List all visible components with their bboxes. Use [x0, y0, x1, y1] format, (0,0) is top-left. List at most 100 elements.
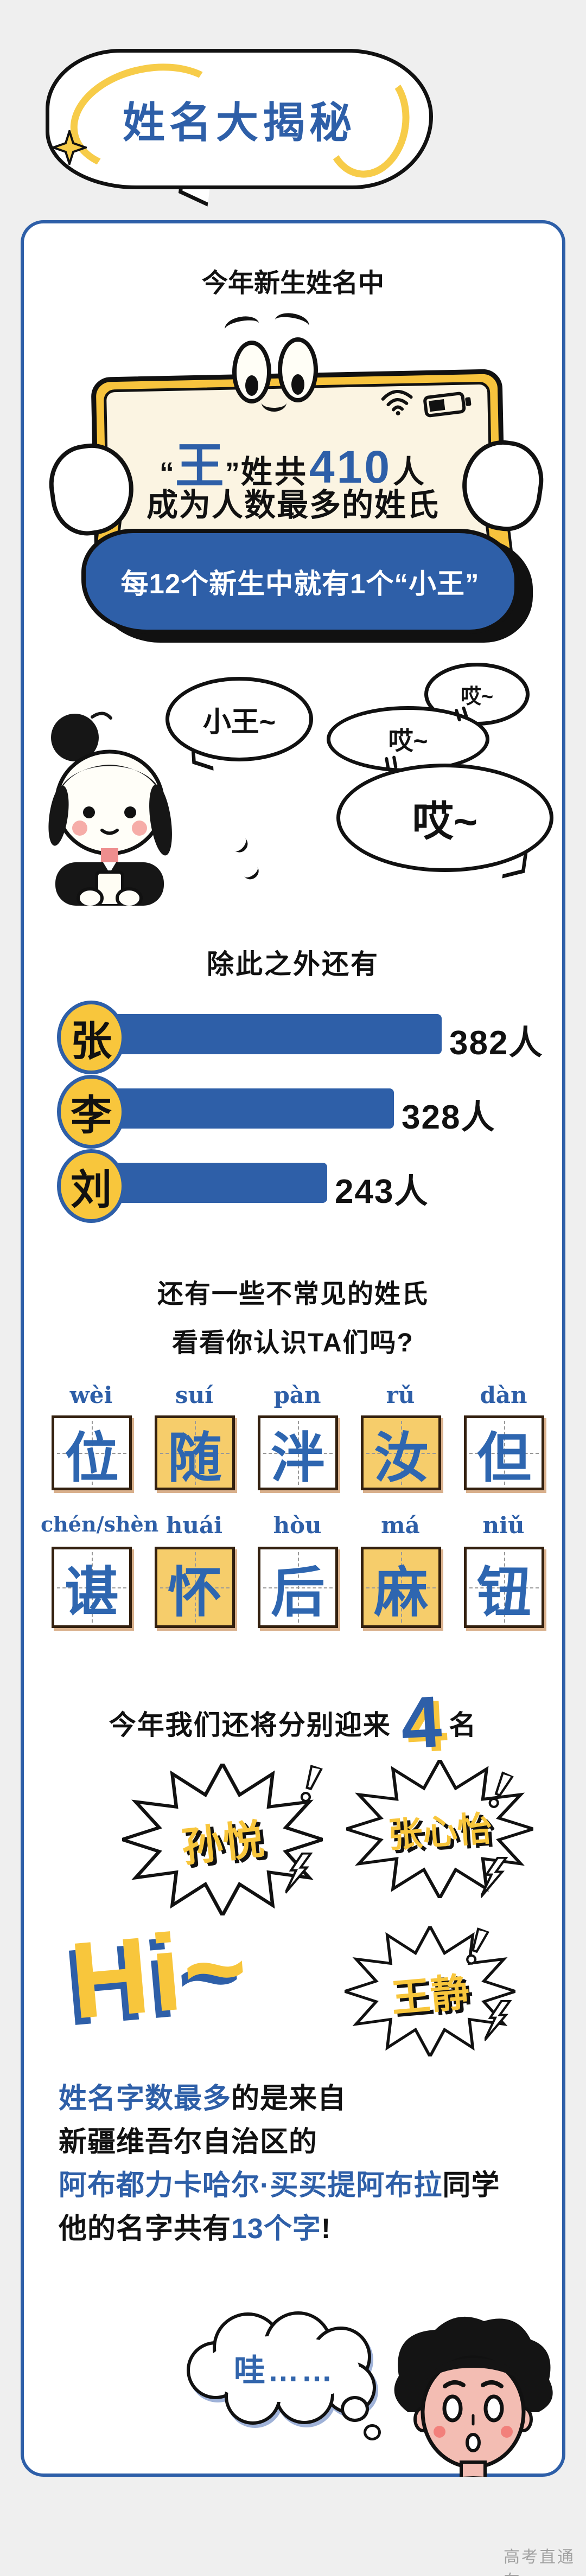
speech-text: 哎~: [388, 727, 428, 755]
top-surname: 王: [175, 439, 224, 494]
paragraph-line-2: 新疆维吾尔自治区的: [59, 2120, 547, 2164]
pinyin-label: wèi: [69, 1382, 113, 1408]
speech-bubble-ai-3: 哎~: [336, 764, 553, 872]
plain-text: 的是来自: [231, 2083, 347, 2114]
highlight-text: 13个字: [231, 2213, 321, 2245]
char-box: 谌: [52, 1547, 132, 1628]
bar-value-li: 328人: [402, 1099, 496, 1136]
thought-trail-circle: [341, 2396, 369, 2422]
quote-close: ”: [225, 457, 240, 489]
rare-char: 钮: [477, 1562, 531, 1623]
pinyin-label: chén/shèn: [41, 1512, 159, 1536]
pinyin-label: rǔ: [386, 1382, 415, 1408]
plain-text: 他的名字共有: [59, 2213, 232, 2245]
thought-text: 哇……: [233, 2353, 335, 2388]
char-box: 怀: [155, 1547, 235, 1628]
paragraph-line-1: 姓名字数最多的是来自: [59, 2077, 547, 2120]
intro-text: 今年新生姓名中: [201, 269, 384, 298]
speech-text: 小王~: [202, 706, 276, 738]
char-box: 后: [258, 1547, 338, 1628]
lightning-icon: [481, 1857, 508, 1898]
sign-subline: 成为人数最多的姓氏: [146, 488, 440, 523]
top-surname-count: 410: [309, 441, 392, 492]
welcome-count: 4: [398, 1681, 444, 1764]
sign-headline: “王” 姓共 410 人: [109, 426, 477, 497]
badge-label: 李: [71, 1093, 112, 1139]
thought-trail-circle: [364, 2424, 381, 2440]
rare-title-line2: 看看你认识TA们吗?: [172, 1329, 414, 1357]
rare-char: 麻: [374, 1562, 428, 1623]
rare-char: 随: [168, 1427, 222, 1489]
pinyin-label: má: [381, 1512, 420, 1539]
char-box: 汝: [361, 1415, 441, 1490]
girl-cartoon: [48, 712, 172, 906]
battery-icon: [423, 392, 472, 418]
rare-char: 怀: [168, 1562, 222, 1623]
lightning-icon: [485, 2000, 512, 2041]
rare-char: 谌: [65, 1562, 119, 1623]
welcome-line: 今年我们还将分别迎来 4 名: [0, 1681, 586, 1764]
badge-label: 刘: [71, 1167, 112, 1213]
surname-badge-zhang: 张: [57, 1001, 125, 1074]
paragraph-line-3: 阿布都力卡哈尔·买买提阿布拉同学: [59, 2164, 547, 2207]
name-burst-sunyue: 孙悦: [117, 1760, 328, 1919]
paragraph-line-4: 他的名字共有13个字!: [59, 2207, 547, 2251]
boy-cartoon: [374, 2308, 564, 2477]
char-box: 麻: [361, 1547, 441, 1628]
rare-char: 但: [477, 1427, 531, 1489]
char-box: 钮: [464, 1547, 544, 1628]
plain-text: 新疆维吾尔自治区的: [59, 2126, 318, 2158]
rare-char: 泮: [271, 1427, 325, 1489]
watermark: 高考直通车: [504, 2548, 575, 2576]
char-box: 随: [155, 1415, 235, 1490]
exclamation-icon: [488, 1771, 515, 1808]
surname-badge-li: 李: [57, 1075, 125, 1149]
surname-badge-liu: 刘: [57, 1149, 125, 1223]
bar-value-liu: 243人: [335, 1173, 429, 1210]
ratio-banner: 每12个新生中就有1个“小王”: [81, 529, 519, 634]
bubble-connector: [383, 755, 398, 772]
wifi-icon: [381, 389, 413, 415]
thought-bubble: 哇……: [187, 2311, 382, 2425]
pinyin-label: niǔ: [482, 1512, 525, 1539]
welcome-suffix: 名: [449, 1709, 477, 1740]
bar-value-zhang: 382人: [449, 1024, 544, 1062]
pinyin-label: pàn: [273, 1382, 321, 1408]
hi-greeting: Hi~: [65, 1906, 254, 2042]
rare-char: 位: [65, 1427, 119, 1489]
speech-bubble-xiaowang: 小王~: [165, 677, 313, 761]
welcome-prefix: 今年我们还将分别迎来: [109, 1709, 391, 1740]
burst-name: 孙悦: [179, 1816, 266, 1871]
eye-right-icon: [278, 337, 318, 402]
page-title: 姓名大揭秘: [122, 98, 356, 146]
name-burst-wangjing: 王静: [340, 1923, 520, 2060]
badge-label: 张: [71, 1018, 112, 1065]
exclamation-icon: [300, 1765, 324, 1803]
highlight-text: 姓名字数最多: [59, 2083, 232, 2114]
sparkle-icon: [52, 130, 87, 165]
plain-text: !: [321, 2213, 332, 2245]
char-box: 泮: [258, 1415, 338, 1490]
exclamation-icon: [466, 1927, 491, 1965]
longest-name-paragraph: 姓名字数最多的是来自 新疆维吾尔自治区的 阿布都力卡哈尔·买买提阿布拉同学 他的…: [59, 2077, 547, 2251]
ratio-banner-text: 每12个新生中就有1个“小王”: [120, 568, 480, 599]
pinyin-label: dàn: [480, 1382, 527, 1408]
section-title-rare: 还有一些不常见的姓氏 看看你认识TA们吗?: [0, 1270, 586, 1368]
char-box: 位: [52, 1415, 132, 1490]
smile-icon: [262, 394, 286, 412]
pinyin-label: huái: [165, 1512, 223, 1539]
eye-left-icon: [232, 341, 271, 403]
pinyin-label: suí: [175, 1382, 214, 1408]
speech-text: 哎~: [412, 799, 478, 845]
rare-title-line1: 还有一些不常见的姓氏: [157, 1280, 429, 1309]
section-title-others: 除此之外还有: [207, 949, 379, 979]
bar-liu: [88, 1163, 327, 1203]
rare-char: 汝: [374, 1427, 428, 1489]
plain-text: 同学: [442, 2170, 500, 2201]
pinyin-label: hòu: [273, 1512, 322, 1539]
bar-li: [88, 1088, 394, 1129]
header-bubble: 姓名大揭秘: [46, 49, 433, 189]
speech-text: 哎~: [460, 685, 494, 708]
sign-mid-text: 姓共: [240, 454, 308, 490]
